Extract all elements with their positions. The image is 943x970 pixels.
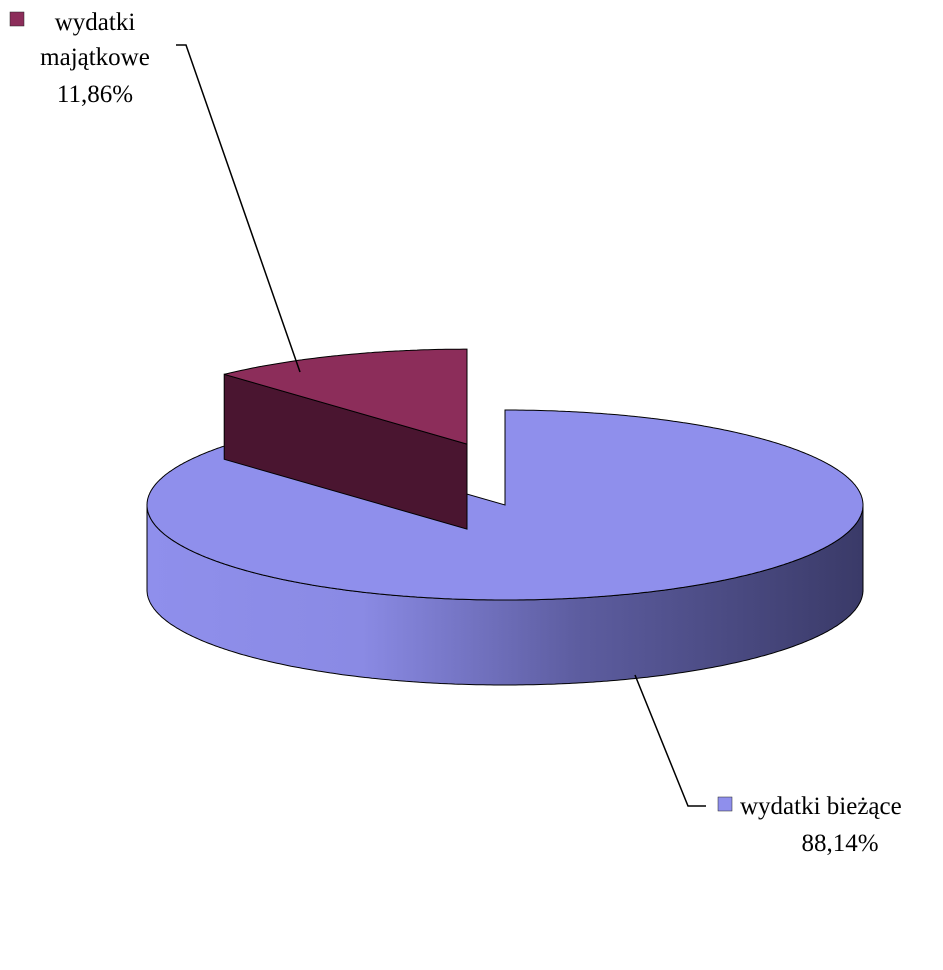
leader-line-wydatki-majatkowe: [176, 44, 301, 373]
leader-line-wydatki-biezace: [634, 674, 706, 807]
legend-key-wydatki-majatkowe: [9, 11, 25, 27]
label-wydatki-majatkowe-line2: majątkowe: [40, 44, 150, 71]
label-wydatki-biezace-name: wydatki bieżące: [740, 793, 902, 820]
slice-wydatki-majatkowe: [224, 348, 468, 445]
label-wydatki-majatkowe-percent: 11,86%: [57, 81, 133, 108]
legend-key-wydatki-biezace: [717, 796, 733, 812]
label-wydatki-majatkowe-line1: wydatki: [55, 9, 136, 36]
label-wydatki-biezace-percent: 88,14%: [801, 830, 878, 857]
